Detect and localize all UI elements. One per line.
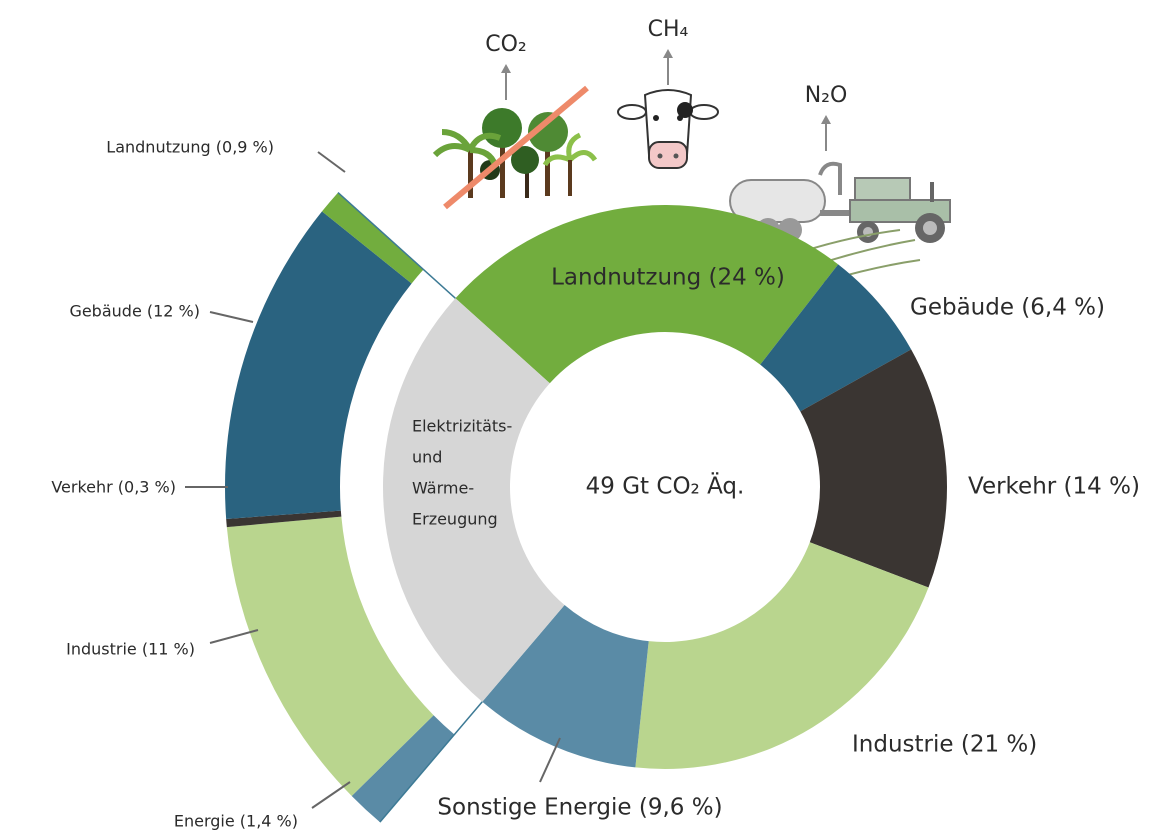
gas-label: CH₄ [648,17,689,42]
breakdown-label: Energie (1,4 %) [174,812,298,831]
slice-label: Erzeugung [412,510,498,529]
slice-label: Landnutzung (24 %) [551,265,785,291]
slice-label: Verkehr (14 %) [968,474,1140,500]
slice-label: und [412,448,442,467]
slice-label: Elektrizitäts- [412,417,512,436]
chart: 49 Gt CO₂ Äq. Landnutzung (24 %) Gebäude (… [0,0,1168,834]
arrow-head [663,49,673,58]
arrow-head [821,115,831,124]
breakdown-label: Verkehr (0,3 %) [51,478,176,497]
trees-icon [435,88,595,207]
leader-line [210,312,253,322]
breakdown-label: Landnutzung (0,9 %) [106,138,274,157]
cow-icon [618,90,718,168]
center-label: 49 Gt CO₂ Äq. [586,472,745,500]
leader-line [312,782,350,808]
leader-line [318,152,345,172]
arrow-head [501,64,511,73]
slice-label: Industrie (21 %) [852,732,1037,758]
slice-label: Gebäude (6,4 %) [910,295,1105,321]
gas-label: CO₂ [485,32,527,57]
slice-label: Sonstige Energie (9,6 %) [437,795,722,821]
leader-line [540,738,560,782]
leader-line [210,630,258,643]
breakdown-label: Industrie (11 %) [66,640,195,659]
gas-label: N₂O [805,83,848,108]
breakdown-label: Gebäude (12 %) [69,302,200,321]
slice-label: Wärme- [412,479,474,498]
